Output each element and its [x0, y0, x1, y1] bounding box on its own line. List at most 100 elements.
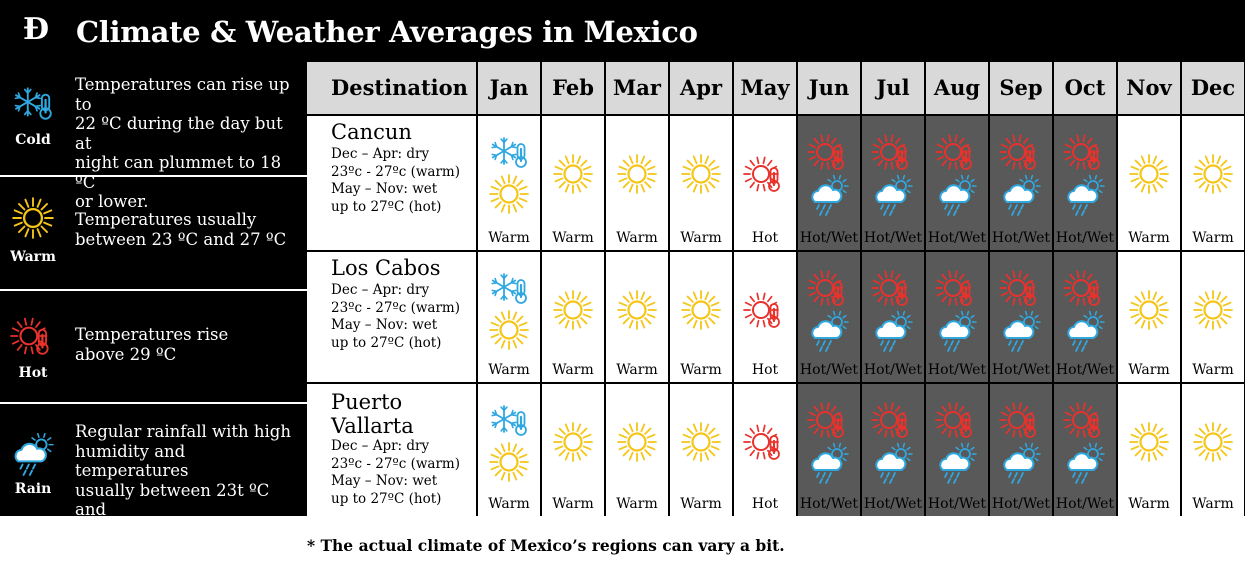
column-header-dec: Dec [1182, 62, 1244, 114]
sun-thermometer-icon [871, 266, 915, 310]
month-cell-feb: Warm [542, 252, 604, 382]
climate-table: Destination Jan Feb Mar Apr May Jun Jul Aug Sep Oc… [307, 62, 1245, 516]
sun-thermometer-icon [999, 266, 1043, 310]
month-cell-jul: Hot/Wet [862, 384, 924, 516]
legend-text-cold: Temperatures can rise up to 22 ºC during … [75, 75, 290, 211]
column-header-aug: Aug [926, 62, 988, 114]
sun-thermometer-icon [807, 266, 851, 310]
sun-thermometer-icon [807, 130, 851, 174]
sun-icon [1127, 288, 1171, 332]
sun-thermometer-icon [871, 130, 915, 174]
month-cell-aug: Hot/Wet [926, 116, 988, 250]
rain-cloud-sun-icon [1063, 308, 1107, 352]
column-header-apr: Apr [670, 62, 732, 114]
rain-cloud-sun-icon [935, 308, 979, 352]
sun-icon [1191, 288, 1235, 332]
sun-icon [1127, 420, 1171, 464]
month-cell-mar: Warm [606, 116, 668, 250]
destination-description: Dec – Apr: dry 23ºc - 27ºc (warm) May – No… [331, 146, 461, 215]
snowflake-thermometer-icon [487, 398, 531, 442]
month-condition-label: Warm [1128, 230, 1170, 246]
title-bar: Ð Climate & Weather Averages in Mexico [0, 0, 1245, 62]
sun-thermometer-icon [1063, 266, 1107, 310]
month-condition-label: Hot/Wet [863, 362, 923, 378]
month-cell-sep: Hot/Wet [990, 384, 1052, 516]
month-condition-label: Warm [1192, 230, 1234, 246]
month-condition-label: Warm [552, 496, 594, 512]
rain-cloud-sun-icon [871, 172, 915, 216]
sun-thermometer-icon [1063, 130, 1107, 174]
logo: Ð [22, 12, 50, 47]
month-cell-nov: Warm [1118, 252, 1180, 382]
rain-cloud-sun-icon [999, 172, 1043, 216]
month-condition-label: Hot/Wet [1055, 230, 1115, 246]
legend-text-rain: Regular rainfall with high humidity and t… [75, 422, 291, 539]
month-condition-label: Hot/Wet [927, 496, 987, 512]
month-condition-label: Warm [616, 496, 658, 512]
sun-thermometer-icon [1063, 398, 1107, 442]
sun-icon [487, 172, 531, 216]
snowflake-thermometer-icon [10, 80, 56, 126]
month-condition-label: Hot/Wet [799, 230, 859, 246]
legend-text-warm: Temperatures usually between 23 ºC and 27… [75, 210, 287, 249]
column-header-feb: Feb [542, 62, 604, 114]
month-cell-jan: Warm [478, 384, 540, 516]
month-cell-aug: Hot/Wet [926, 384, 988, 516]
month-condition-label: Hot/Wet [1055, 362, 1115, 378]
column-header-jun: Jun [798, 62, 860, 114]
legend-label-cold: Cold [15, 132, 51, 148]
sun-thermometer-icon [999, 130, 1043, 174]
destination-cell: Los Cabos Dec – Apr: dry 23ºc - 27ºc (warm… [307, 252, 476, 382]
destination-cell: Puerto Vallarta Dec – Apr: dry 23ºc - 27ºc … [307, 384, 476, 516]
destination-description: Dec – Apr: dry 23ºc - 27ºc (warm) May – No… [331, 438, 461, 507]
month-condition-label: Warm [488, 362, 530, 378]
month-cell-dec: Warm [1182, 116, 1244, 250]
month-condition-label: Hot/Wet [1055, 496, 1115, 512]
month-cell-jun: Hot/Wet [798, 116, 860, 250]
sun-icon [487, 308, 531, 352]
month-cell-oct: Hot/Wet [1054, 384, 1116, 516]
legend-label-warm: Warm [10, 249, 56, 265]
sun-thermometer-icon [10, 313, 56, 359]
sun-thermometer-icon [935, 266, 979, 310]
sun-icon [615, 152, 659, 196]
snowflake-thermometer-icon [487, 266, 531, 310]
month-cell-jul: Hot/Wet [862, 252, 924, 382]
month-cell-aug: Hot/Wet [926, 252, 988, 382]
rain-cloud-sun-icon [10, 430, 56, 476]
month-condition-label: Hot/Wet [991, 362, 1051, 378]
column-header-jul: Jul [862, 62, 924, 114]
rain-cloud-sun-icon [807, 308, 851, 352]
month-condition-label: Hot [751, 362, 779, 378]
month-condition-label: Warm [488, 496, 530, 512]
month-cell-oct: Hot/Wet [1054, 252, 1116, 382]
rain-cloud-sun-icon [999, 440, 1043, 484]
sun-icon [1127, 152, 1171, 196]
month-condition-label: Warm [616, 362, 658, 378]
month-condition-label: Warm [1192, 362, 1234, 378]
sun-icon [679, 420, 723, 464]
month-cell-apr: Warm [670, 252, 732, 382]
sun-thermometer-icon [871, 398, 915, 442]
rain-cloud-sun-icon [871, 440, 915, 484]
destination-name: Los Cabos [331, 256, 441, 280]
rain-cloud-sun-icon [807, 172, 851, 216]
rain-cloud-sun-icon [807, 440, 851, 484]
month-cell-apr: Warm [670, 116, 732, 250]
column-header-sep: Sep [990, 62, 1052, 114]
month-condition-label: Hot/Wet [927, 362, 987, 378]
footnote: * The actual climate of Mexico’s regions… [307, 536, 785, 555]
month-cell-dec: Warm [1182, 384, 1244, 516]
column-header-may: May [734, 62, 796, 114]
month-cell-jun: Hot/Wet [798, 252, 860, 382]
month-cell-jan: Warm [478, 116, 540, 250]
sun-icon [1191, 420, 1235, 464]
legend-item-rain: Rain Regular rainfall with high humidity … [0, 402, 307, 539]
month-condition-label: Warm [552, 362, 594, 378]
sun-thermometer-icon [935, 398, 979, 442]
column-header-destination: Destination [307, 62, 476, 114]
snowflake-thermometer-icon [487, 130, 531, 174]
month-cell-jan: Warm [478, 252, 540, 382]
sun-icon [679, 152, 723, 196]
sun-thermometer-icon [807, 398, 851, 442]
